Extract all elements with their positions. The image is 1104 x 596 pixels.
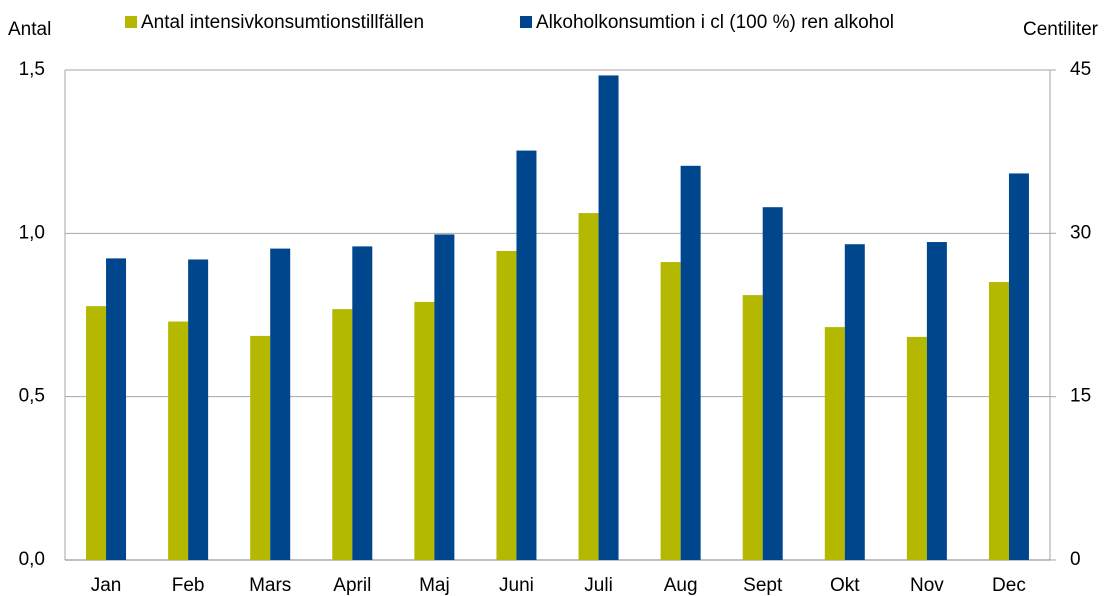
x-tick-label: Maj: [419, 575, 450, 596]
bar: [188, 259, 209, 560]
bar: [516, 150, 537, 561]
x-tick-label: Juli: [584, 575, 613, 596]
y2-tick-label: 0: [1070, 549, 1081, 570]
y2-axis-title: Centiliter: [1023, 19, 1099, 40]
bar: [106, 258, 127, 560]
bar: [824, 327, 845, 560]
x-tick-label: Nov: [910, 575, 944, 596]
bar: [844, 244, 865, 560]
legend-label: Antal intensivkonsumtionstillfällen: [141, 12, 424, 33]
bar: [168, 321, 189, 560]
bar: [332, 309, 353, 560]
y-tick-label: 1,5: [19, 59, 45, 80]
bar: [250, 335, 271, 560]
y-tick-label: 0,5: [19, 386, 45, 407]
legend-swatch: [520, 16, 532, 28]
bar: [988, 282, 1009, 560]
y2-tick-label: 30: [1070, 222, 1091, 243]
bar: [1008, 173, 1029, 560]
bar: [86, 306, 107, 560]
x-tick-label: Juni: [499, 575, 534, 596]
y-tick-label: 1,0: [19, 222, 45, 243]
bar: [742, 295, 763, 560]
bar: [906, 336, 927, 560]
bar: [660, 262, 681, 560]
x-tick-label: Dec: [992, 575, 1026, 596]
bar: [496, 250, 517, 560]
x-tick-label: Sept: [743, 575, 783, 596]
bar: [270, 248, 291, 561]
x-tick-label: Aug: [664, 575, 698, 596]
y-axis-title: Antal: [8, 19, 51, 40]
x-tick-label: Feb: [172, 575, 205, 596]
x-tick-label: Okt: [830, 575, 860, 596]
bar: [578, 213, 599, 560]
bar: [352, 246, 373, 560]
y2-tick-label: 15: [1070, 386, 1091, 407]
x-tick-label: Mars: [249, 575, 291, 596]
y-tick-label: 0,0: [19, 549, 45, 570]
bar: [680, 165, 701, 561]
x-tick-label: April: [333, 575, 371, 596]
y2-tick-label: 45: [1070, 59, 1091, 80]
bar: [434, 234, 455, 560]
legend-label: Alkoholkonsumtion i cl (100 %) ren alkoh…: [536, 12, 894, 33]
bar: [762, 207, 783, 560]
x-tick-label: Jan: [91, 575, 122, 596]
bar: [414, 301, 435, 560]
legend-swatch: [125, 16, 137, 28]
bar: [598, 75, 619, 560]
bar: [926, 242, 947, 561]
